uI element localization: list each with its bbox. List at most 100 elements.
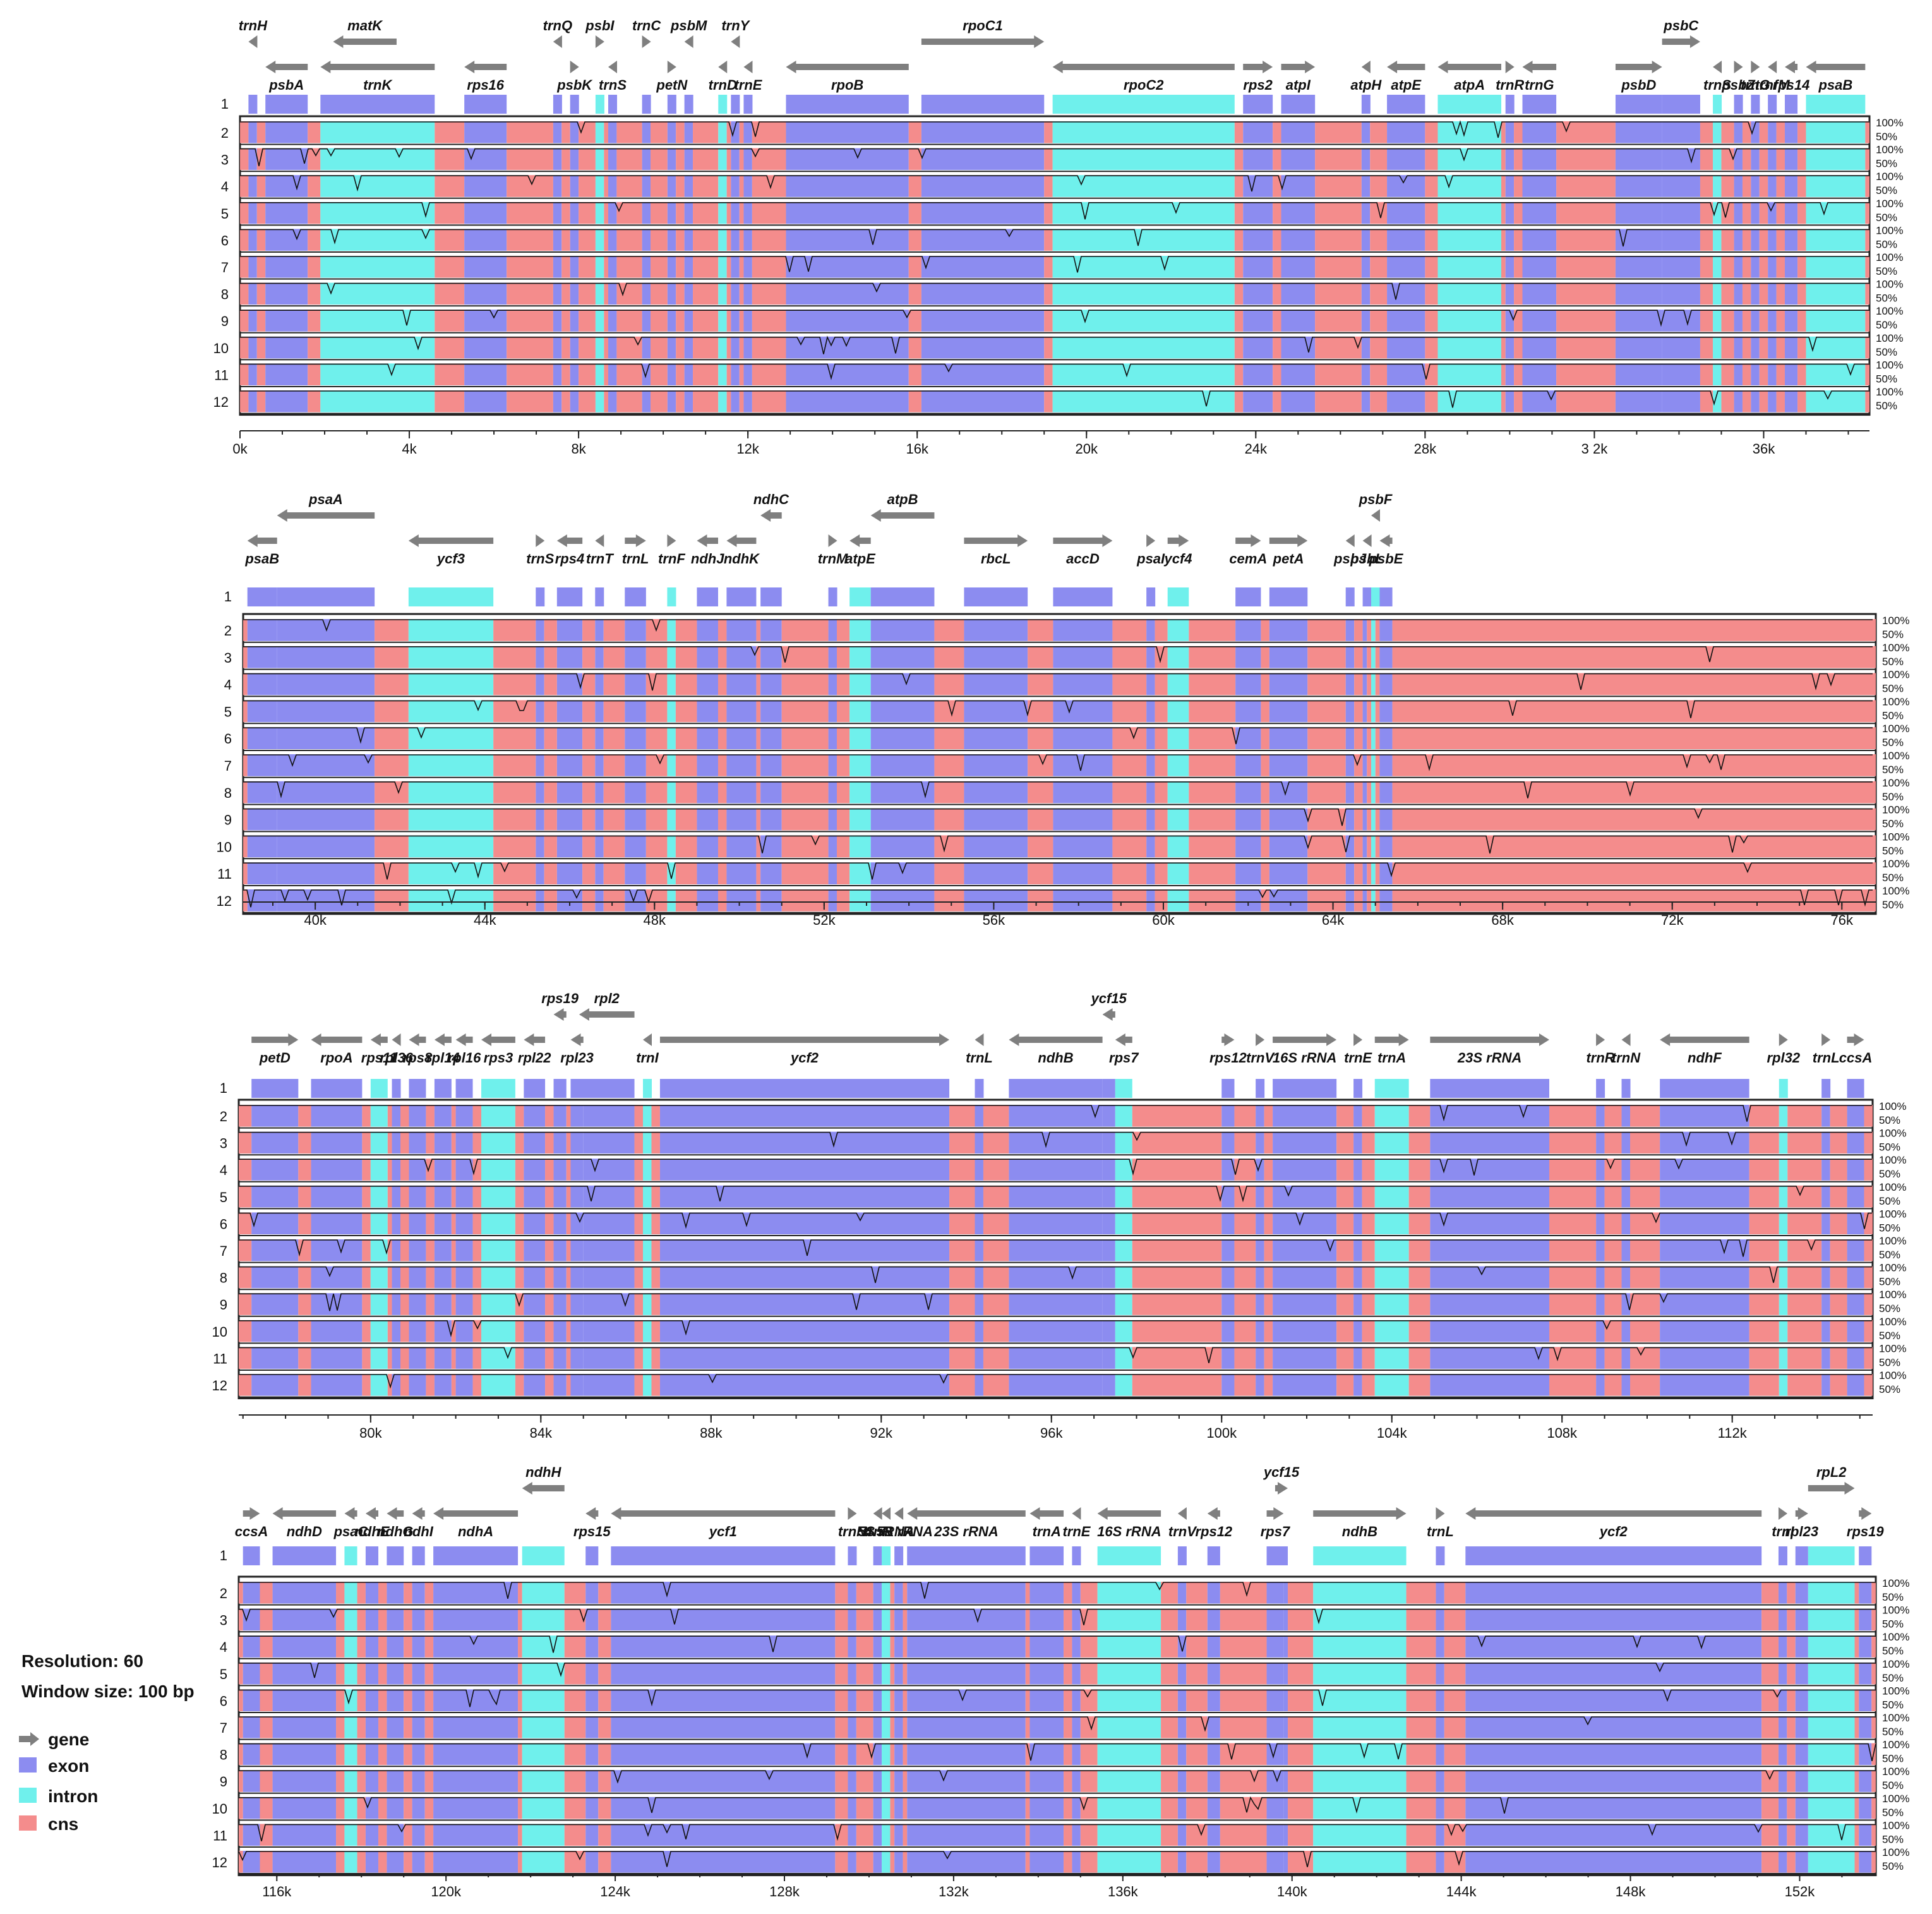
conservation-cns: [400, 1320, 409, 1342]
conservation-cns: [651, 121, 668, 143]
conservation-exon: [873, 1635, 882, 1658]
conservation-cns: [598, 1743, 611, 1766]
conservation-cns: [1080, 1824, 1098, 1846]
conservation-exon: [848, 1824, 856, 1846]
conservation-cns: [1025, 1608, 1030, 1631]
conservation-exon: [583, 1239, 635, 1261]
conservation-exon: [1621, 1212, 1630, 1234]
conservation-exon: [455, 1105, 473, 1127]
conservation-exon: [1662, 229, 1700, 251]
conservation-cns: [1776, 121, 1785, 143]
reference-gene-block: [611, 1546, 836, 1565]
conservation-cns: [424, 1851, 434, 1873]
conservation-exon: [1778, 1797, 1787, 1819]
conservation-exon: [1273, 1131, 1337, 1154]
reference-gene-block: [1387, 95, 1425, 114]
gene-label: atpB: [887, 491, 918, 507]
conservation-exon: [464, 121, 507, 143]
conservation-exon: [1053, 835, 1113, 858]
x-tick-label: 84k: [530, 1425, 553, 1441]
gene-label: ycf2: [790, 1050, 819, 1066]
conservation-cns: [424, 1662, 434, 1685]
conservation-exon: [536, 835, 544, 858]
reference-gene-block: [1243, 95, 1273, 114]
conservation-exon: [760, 889, 782, 912]
conservation-cns: [1362, 1131, 1375, 1154]
conservation-cns: [426, 1185, 435, 1208]
gene-arrow-trnL: [625, 534, 646, 547]
conservation-intron: [1806, 310, 1866, 332]
conservation-cns: [651, 1185, 660, 1208]
reference-gene-block: [409, 1079, 426, 1098]
conservation-intron: [849, 700, 871, 723]
conservation-cns: [1273, 229, 1281, 251]
conservation-cns: [566, 1320, 571, 1342]
gene-label: trnL: [622, 551, 649, 567]
conservation-cns: [693, 229, 719, 251]
conservation-cns: [1161, 1743, 1178, 1766]
gene-arrow-trnV: [1177, 1507, 1187, 1520]
conservation-exon: [760, 781, 782, 804]
conservation-cns: [903, 1689, 908, 1711]
conservation-exon: [247, 673, 277, 695]
conservation-cns: [1549, 1293, 1597, 1315]
conservation-exon: [1273, 1185, 1337, 1208]
conservation-cns: [357, 1689, 366, 1711]
conservation-exon: [595, 673, 604, 695]
reference-gene-block: [697, 587, 718, 606]
conservation-cns: [472, 1212, 482, 1234]
conservation-cns: [1742, 310, 1751, 332]
conservation-exon: [1362, 835, 1367, 858]
conservation-cns: [566, 1239, 571, 1261]
conservation-cns: [1288, 1851, 1314, 1873]
conservation-cns: [1854, 1770, 1859, 1792]
conservation-intron: [595, 363, 604, 385]
gene-label: rps16: [467, 77, 504, 93]
conservation-cns: [1354, 781, 1363, 804]
identity-curve: [239, 1663, 1876, 1678]
conservation-exon: [1778, 1743, 1787, 1766]
gene-arrow-rps19: [1859, 1507, 1872, 1520]
conservation-exon: [1784, 202, 1798, 224]
conservation-exon: [1859, 1797, 1872, 1819]
conservation-cns: [1161, 1824, 1178, 1846]
conservation-cns: [756, 646, 761, 668]
conservation-cns: [983, 1320, 1009, 1342]
conservation-cns: [1797, 175, 1806, 197]
x-tick-label: 124k: [600, 1884, 631, 1899]
conservation-cns: [424, 1716, 434, 1738]
conservation-exon: [583, 1374, 635, 1396]
conservation-cns: [1336, 1105, 1354, 1127]
conservation-exon: [1751, 310, 1760, 332]
row-label-3: 3: [224, 650, 232, 666]
conservation-cns: [1161, 1716, 1178, 1738]
conservation-exon: [1283, 1608, 1288, 1631]
conservation-cns: [260, 1743, 273, 1766]
conservation-cns: [435, 175, 465, 197]
conservation-exon: [1662, 121, 1700, 143]
conservation-exon: [697, 727, 718, 749]
conservation-exon: [697, 754, 718, 776]
conservation-cns: [756, 673, 761, 695]
conservation-exon: [1345, 673, 1355, 695]
conservation-cns: [336, 1635, 345, 1658]
conservation-cns: [718, 862, 727, 884]
conservation-exon: [1353, 1185, 1362, 1208]
conservation-cns: [1362, 1185, 1375, 1208]
conservation-intron: [882, 1743, 891, 1766]
reference-gene-block: [1167, 587, 1189, 606]
conservation-exon: [1751, 282, 1760, 305]
conservation-intron: [1313, 1770, 1407, 1792]
conservation-cns: [1161, 1662, 1178, 1685]
conservation-cns: [726, 148, 731, 171]
conservation-cns: [1406, 1824, 1436, 1846]
conservation-exon: [1615, 256, 1662, 278]
identity-curve: [240, 390, 1869, 408]
conservation-cns: [1854, 1582, 1859, 1604]
conservation-cns: [435, 363, 465, 385]
conservation-cns: [726, 363, 731, 385]
conservation-cns: [1370, 390, 1388, 412]
conservation-cns: [651, 1212, 660, 1234]
conservation-intron: [643, 1266, 652, 1289]
conservation-intron: [1374, 1159, 1409, 1181]
